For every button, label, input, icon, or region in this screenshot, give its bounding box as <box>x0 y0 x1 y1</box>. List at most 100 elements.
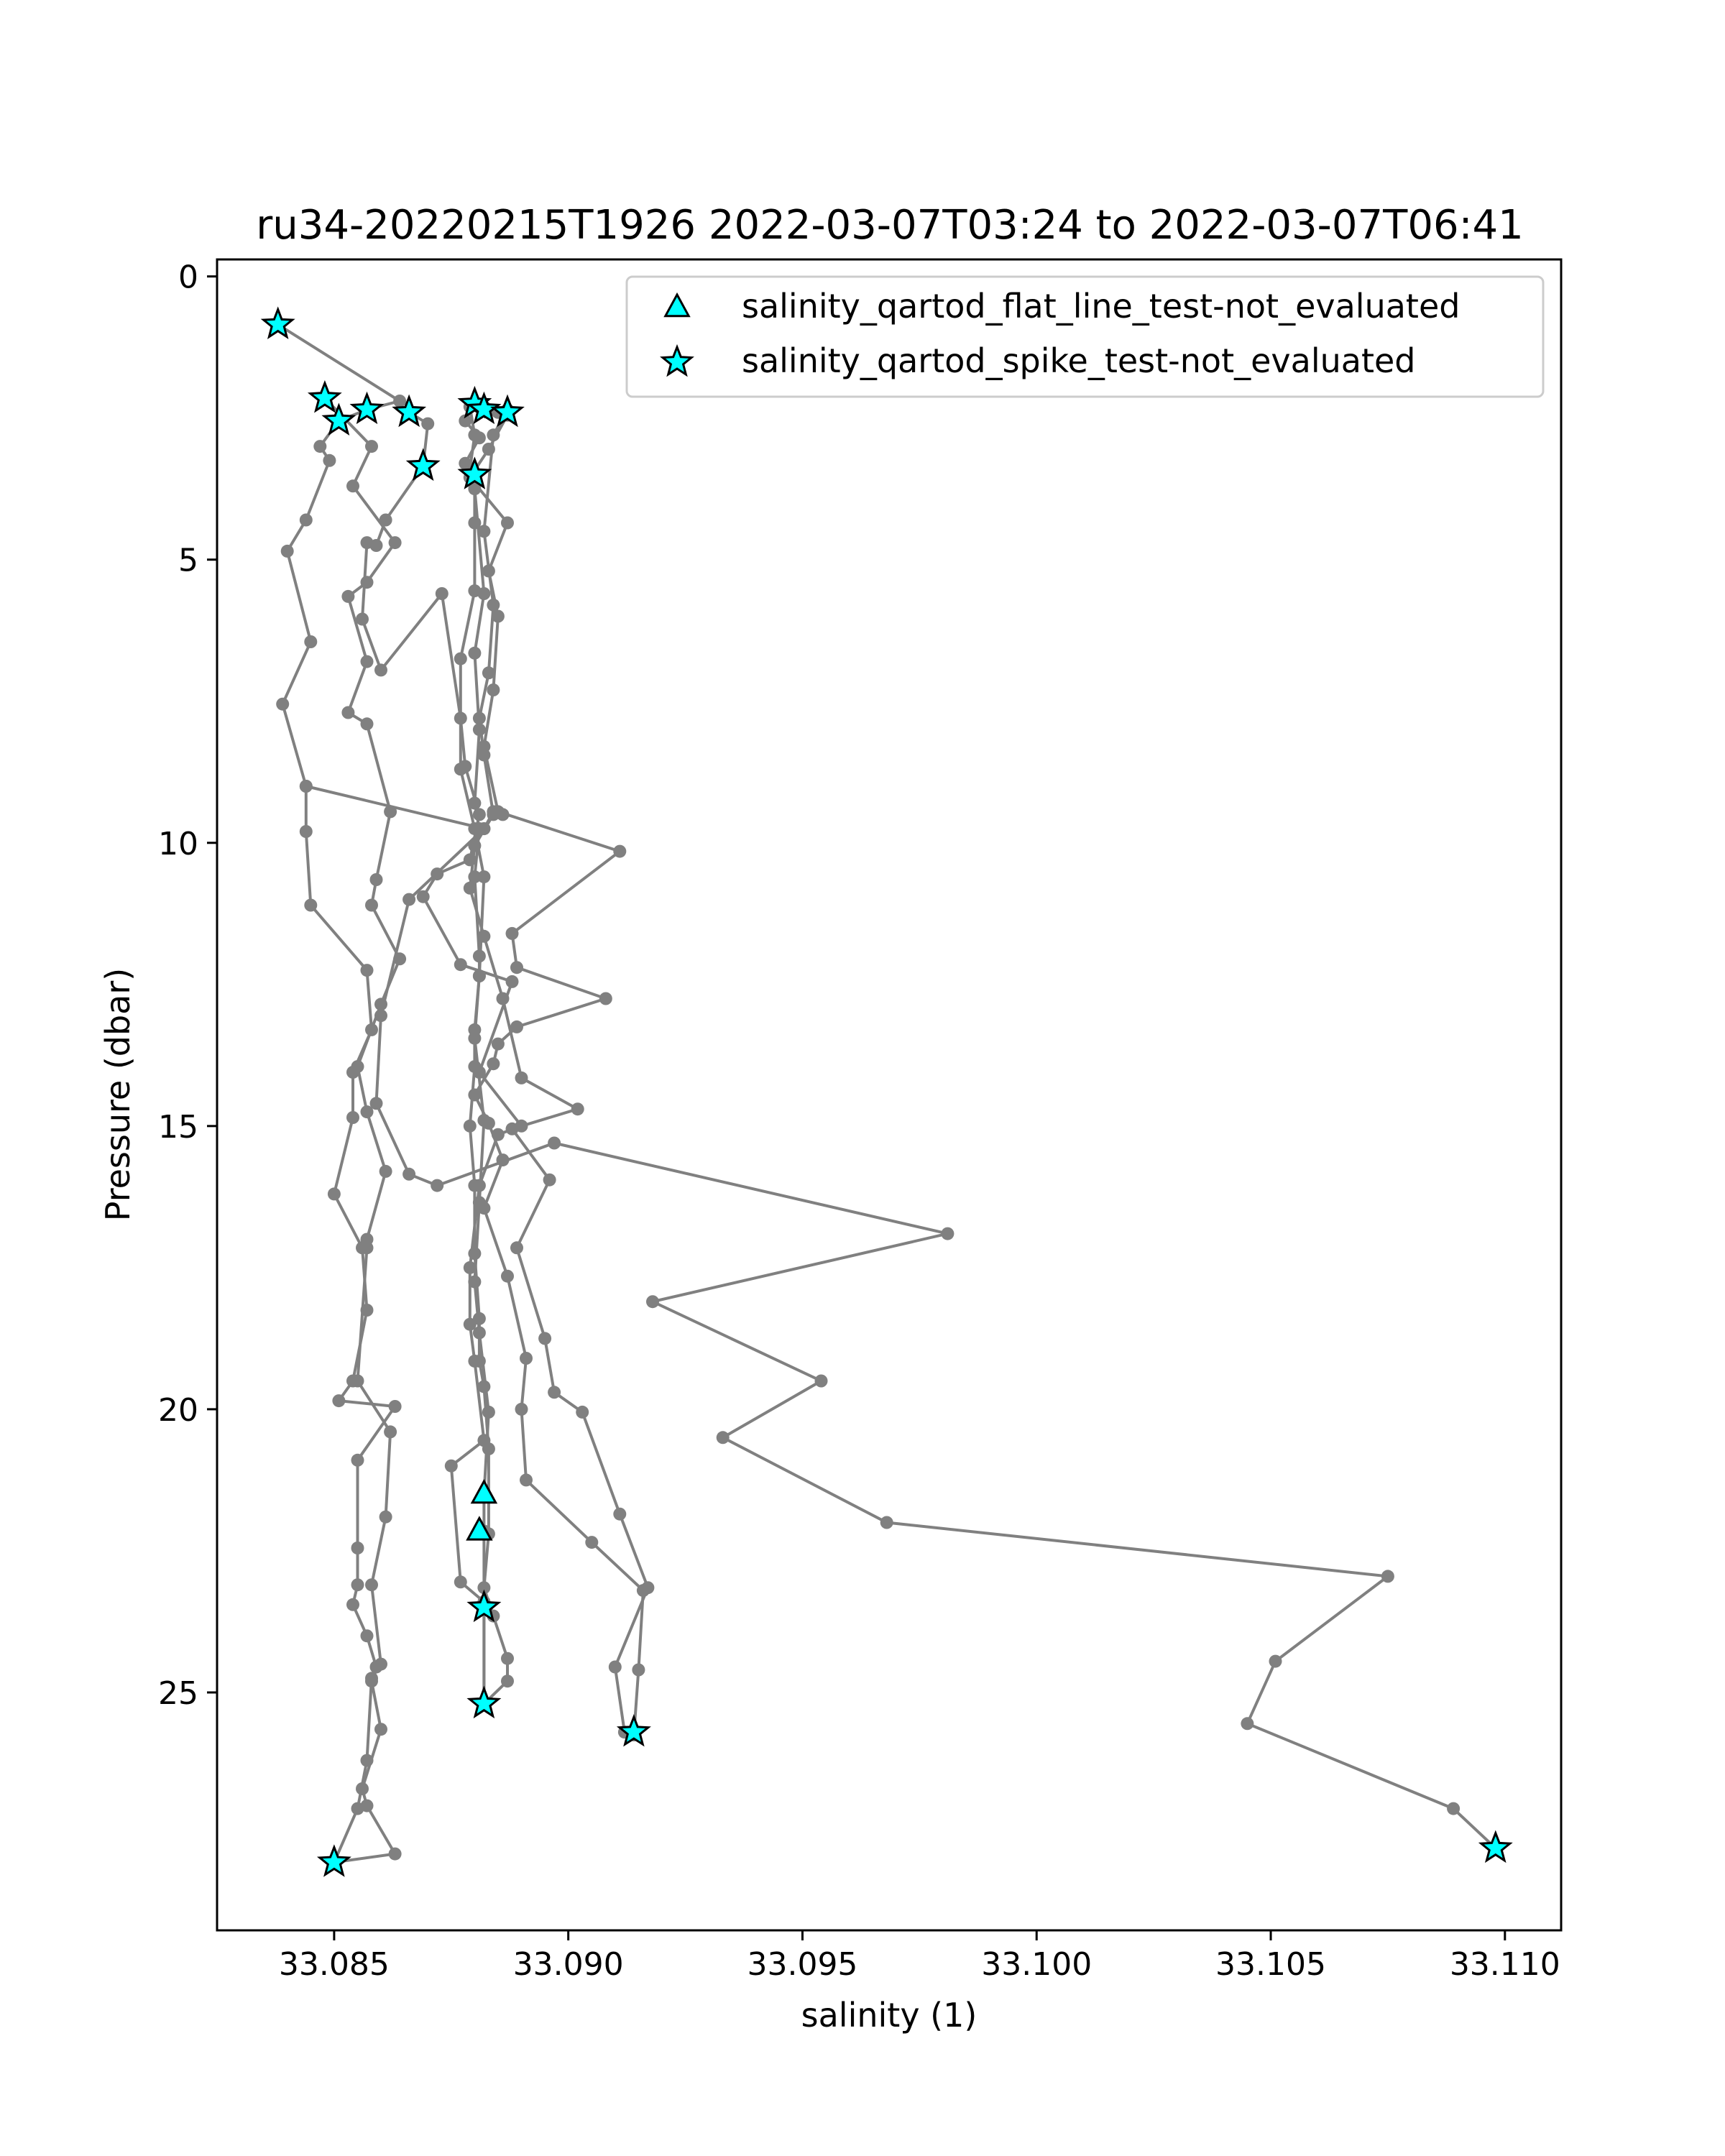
profile-point <box>716 1431 730 1445</box>
profile-point <box>360 964 374 977</box>
legend-triangle-marker <box>663 292 691 318</box>
profile-point <box>496 992 510 1005</box>
profile-point <box>510 1241 523 1255</box>
profile-point <box>814 1374 828 1388</box>
profile-point <box>468 1275 482 1289</box>
profile-line-7 <box>374 810 1497 1850</box>
profile-point <box>515 1402 528 1416</box>
profile-point <box>482 666 495 680</box>
y-tick-label: 15 <box>158 1109 198 1146</box>
profiles-layer <box>271 318 1502 1869</box>
profile-point <box>472 1354 486 1368</box>
profile-point <box>360 655 374 668</box>
profile-point <box>360 1105 374 1119</box>
profile-point <box>468 796 482 810</box>
star-marker <box>405 448 441 482</box>
profile-point <box>299 780 313 793</box>
profile-point <box>351 1802 364 1815</box>
profile-point <box>472 711 486 725</box>
profile-point <box>501 1651 514 1665</box>
profile-point <box>351 1060 364 1074</box>
profile-point <box>454 763 467 776</box>
profile-line-6 <box>468 408 650 1733</box>
profile-point <box>520 1352 533 1365</box>
star-marker <box>307 379 342 413</box>
x-tick-label: 33.100 <box>981 1946 1092 1983</box>
profile-point <box>379 513 392 527</box>
profile-point <box>613 1507 627 1521</box>
triangle-marker <box>470 1478 498 1504</box>
profile-point <box>880 1516 893 1529</box>
star-marker <box>466 1685 502 1719</box>
profile-point <box>365 1672 378 1685</box>
profile-point <box>299 825 313 838</box>
profile-point <box>365 1578 378 1592</box>
profile-point <box>472 969 486 982</box>
profile-point <box>482 1442 495 1456</box>
legend-label-spike: salinity_qartod_spike_test-not_evaluated <box>742 341 1415 380</box>
profile-point <box>304 898 318 912</box>
axes-frame <box>216 258 1563 1932</box>
profile-point <box>571 1102 584 1116</box>
profile-point <box>487 683 500 696</box>
legend-star-marker <box>660 344 694 377</box>
profile-point <box>454 1575 467 1589</box>
profile-point <box>613 844 627 858</box>
profile-point <box>304 635 318 648</box>
star-marker <box>490 394 525 428</box>
profile-point <box>388 1847 402 1861</box>
x-tick-label: 33.095 <box>747 1946 857 1983</box>
profile-point <box>374 1657 387 1671</box>
profile-point <box>360 1629 374 1643</box>
profile-point <box>1381 1570 1394 1583</box>
profile-point <box>313 440 327 453</box>
profile-point <box>482 1116 495 1130</box>
y-tick-label: 20 <box>158 1392 198 1429</box>
star-marker <box>466 391 502 425</box>
profile-point <box>327 1187 341 1201</box>
profile-point <box>332 1394 346 1408</box>
profile-point <box>520 1473 533 1487</box>
profile-point <box>941 1227 954 1240</box>
star-marker <box>457 456 492 489</box>
profile-point <box>421 417 435 430</box>
profile-point <box>402 893 416 906</box>
y-axis-ticks: 0 5 10 15 20 25 <box>158 259 217 1712</box>
star-marker <box>316 1844 351 1877</box>
profile-line-4 <box>468 405 509 1705</box>
y-tick-label: 5 <box>178 543 198 579</box>
profile-point <box>477 587 491 600</box>
profile-point <box>454 652 467 665</box>
legend: salinity_qartod_flat_line_test-not_evalu… <box>625 275 1545 398</box>
profile-point <box>346 1111 359 1124</box>
profile-point <box>538 1332 552 1345</box>
profile-point <box>360 576 374 589</box>
profile-point <box>463 1119 477 1133</box>
profile-point <box>646 1295 659 1309</box>
profile-point <box>1269 1654 1282 1668</box>
profile-point <box>365 898 378 912</box>
profile-point <box>351 1374 364 1388</box>
profile-point <box>374 1009 387 1023</box>
profile-point <box>356 612 369 626</box>
profile-point <box>477 1581 491 1595</box>
star-marker <box>1478 1830 1513 1864</box>
profile-point <box>468 646 482 660</box>
y-axis-label: Pressure (dbar) <box>98 968 137 1221</box>
profile-point <box>477 1202 491 1215</box>
profile-point <box>431 1179 444 1192</box>
star-marker <box>616 1714 651 1747</box>
profile-point <box>468 428 482 442</box>
profile-point <box>632 1663 645 1677</box>
profile-point <box>402 1167 416 1181</box>
profile-point <box>505 975 519 988</box>
profile-point <box>543 1173 556 1187</box>
profile-point <box>388 536 402 550</box>
triangle-marker <box>466 1516 493 1541</box>
profile-point <box>505 926 519 940</box>
profile-point <box>477 870 491 884</box>
profile-point <box>487 1057 500 1071</box>
profile-point <box>454 958 467 972</box>
profile-point <box>351 1453 364 1467</box>
profile-point <box>435 587 448 600</box>
